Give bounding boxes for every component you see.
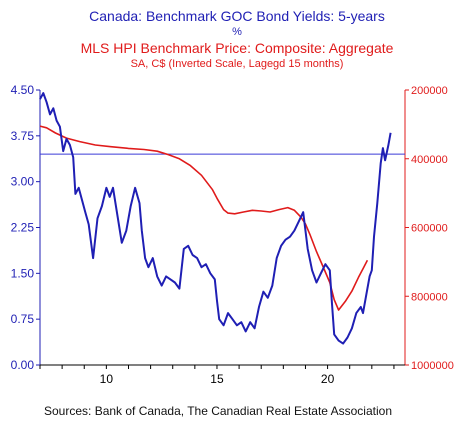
x-tick-label: 10 (100, 372, 114, 386)
chart-title-line1: Canada: Benchmark GOC Bond Yields: 5-yea… (89, 8, 385, 24)
left-tick-label: 4.50 (11, 83, 35, 97)
series-layer (39, 92, 392, 345)
chart-title-units: % (232, 26, 242, 38)
chart-title-line2: MLS HPI Benchmark Price: Composite: Aggr… (80, 40, 394, 56)
right-tick-label: 1000000 (411, 360, 454, 372)
left-tick-label: 1.50 (11, 266, 35, 280)
x-tick-label: 20 (321, 372, 335, 386)
bond-yield-line (39, 92, 392, 345)
sources-note: Sources: Bank of Canada, The Canadian Re… (44, 404, 392, 418)
left-tick-label: 0.75 (11, 312, 35, 326)
hpi-price-line (39, 125, 369, 311)
left-tick-label: 3.00 (11, 175, 35, 189)
ticks-layer: 0.00 0.75 1.50 2.25 3.00 3.75 4.50 200000 400000… (11, 83, 454, 386)
left-tick-label: 0.00 (11, 358, 35, 372)
right-tick-label: 400000 (411, 154, 448, 166)
right-tick-label: 200000 (411, 85, 448, 97)
right-tick-label: 600000 (411, 223, 448, 235)
right-tick-label: 800000 (411, 291, 448, 303)
left-tick-label: 2.25 (11, 221, 35, 235)
left-tick-label: 3.75 (11, 129, 35, 143)
chart-subtitle: SA, C$ (Inverted Scale, Lagegd 15 months… (130, 58, 344, 70)
x-tick-label: 15 (210, 372, 224, 386)
